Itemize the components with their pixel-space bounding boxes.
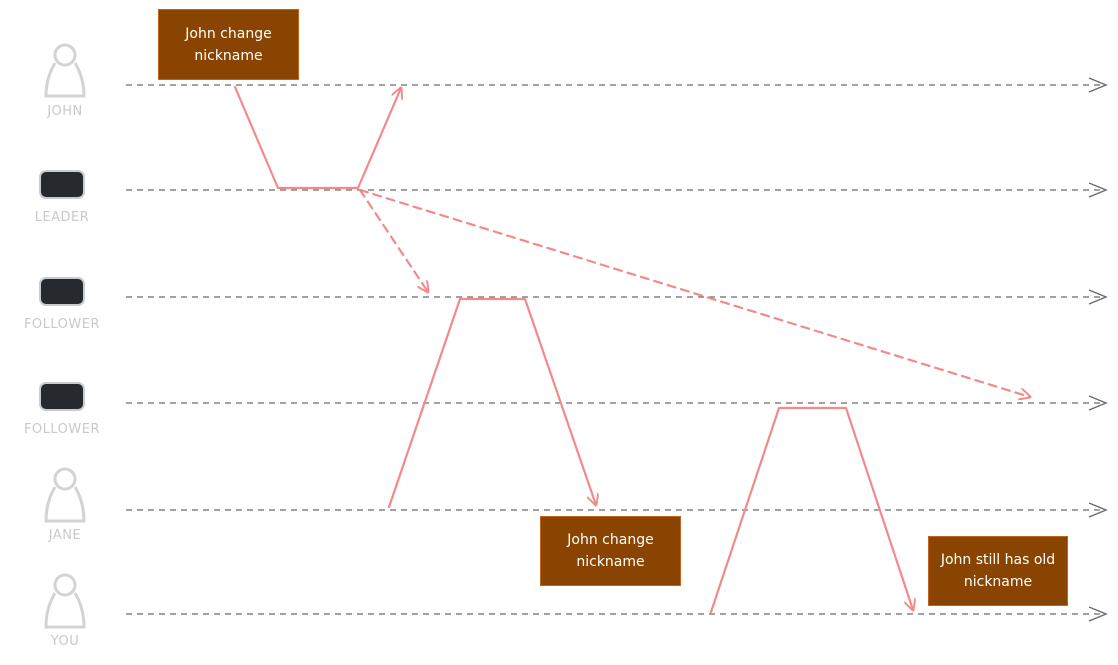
server-icon <box>39 277 85 306</box>
actor-label: LEADER <box>35 210 90 225</box>
note-you-read-old-nickname: John still has old nickname <box>928 536 1068 606</box>
actor-label: YOU <box>50 634 79 649</box>
john-write-flow <box>233 87 401 190</box>
actor-jane: JANE <box>44 467 86 543</box>
actor-you: YOU <box>44 573 86 649</box>
actor-label: FOLLOWER <box>24 317 100 332</box>
you-read-flow <box>709 406 913 614</box>
replicate-to-follower-1 <box>358 188 428 292</box>
actor-leader: LEADER <box>35 170 90 225</box>
note-text: John change nickname <box>567 532 654 570</box>
messages <box>233 87 1030 614</box>
person-icon <box>44 467 86 523</box>
actor-follower-1: FOLLOWER <box>24 277 100 332</box>
timeline-arrowheads <box>1088 77 1108 622</box>
server-icon <box>39 170 85 199</box>
replicate-to-follower-2 <box>358 188 1030 397</box>
actor-john: JOHN <box>44 43 86 119</box>
person-icon <box>44 573 86 629</box>
server-icon <box>39 382 85 411</box>
actor-follower-2: FOLLOWER <box>24 382 100 437</box>
note-john-change-nickname: John change nickname <box>158 9 299 80</box>
note-jane-reads-new-nickname: John change nickname <box>540 516 681 586</box>
jane-read-flow <box>387 297 596 509</box>
timelines <box>126 84 1103 615</box>
actor-label: FOLLOWER <box>24 422 100 437</box>
actor-label: JANE <box>48 528 81 543</box>
actor-label: JOHN <box>46 104 83 119</box>
note-text: John still has old nickname <box>940 552 1056 590</box>
person-icon <box>44 43 86 98</box>
note-text: John change nickname <box>185 25 272 64</box>
